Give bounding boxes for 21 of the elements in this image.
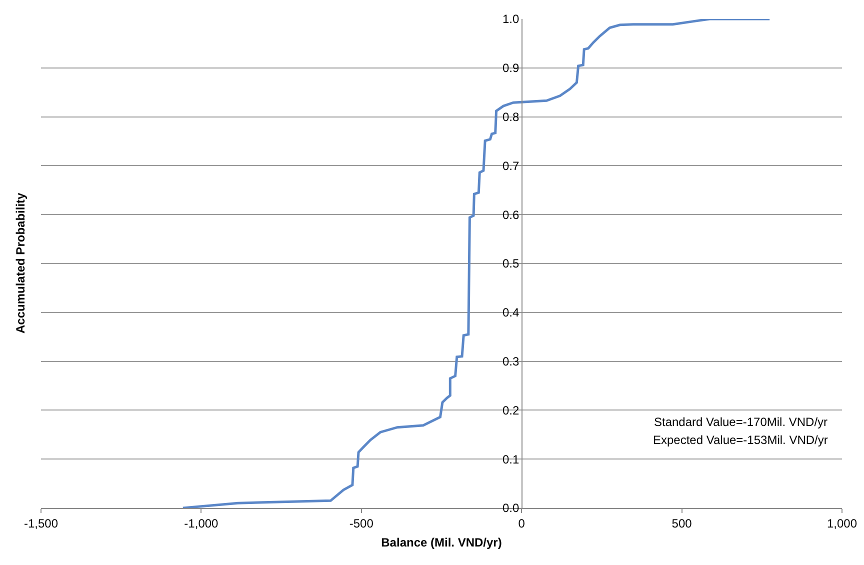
y-tick-label: 0.4 bbox=[502, 306, 520, 320]
x-tick-label: 500 bbox=[672, 516, 692, 530]
annotation: Expected Value=-153Mil. VND/yr bbox=[653, 433, 828, 447]
x-axis-title: Balance (Mil. VND/yr) bbox=[381, 535, 502, 550]
y-tick-label: 0.9 bbox=[502, 61, 520, 76]
x-tick-label: -500 bbox=[349, 516, 374, 530]
x-tick-label: -1,000 bbox=[184, 516, 219, 530]
y-tick-label: 1.0 bbox=[502, 12, 520, 26]
y-tick-label: 0.5 bbox=[502, 256, 520, 271]
y-tick-label: 0.3 bbox=[502, 354, 520, 368]
y-tick-label: 0.6 bbox=[502, 208, 520, 222]
y-tick-label: 0.7 bbox=[502, 158, 520, 173]
x-tick-label: 1,000 bbox=[826, 516, 858, 530]
x-tick-label: -1,500 bbox=[24, 516, 58, 530]
y-axis-title: Accumulated Probability bbox=[14, 192, 28, 334]
y-tick-label: 0.0 bbox=[502, 501, 520, 516]
y-tick-label: 0.8 bbox=[502, 110, 520, 124]
y-tick-label: 0.1 bbox=[502, 452, 520, 466]
x-tick-label: 0 bbox=[518, 516, 526, 530]
annotation: Standard Value=-170Mil. VND/yr bbox=[654, 415, 828, 429]
y-tick-label: 0.2 bbox=[502, 403, 520, 418]
